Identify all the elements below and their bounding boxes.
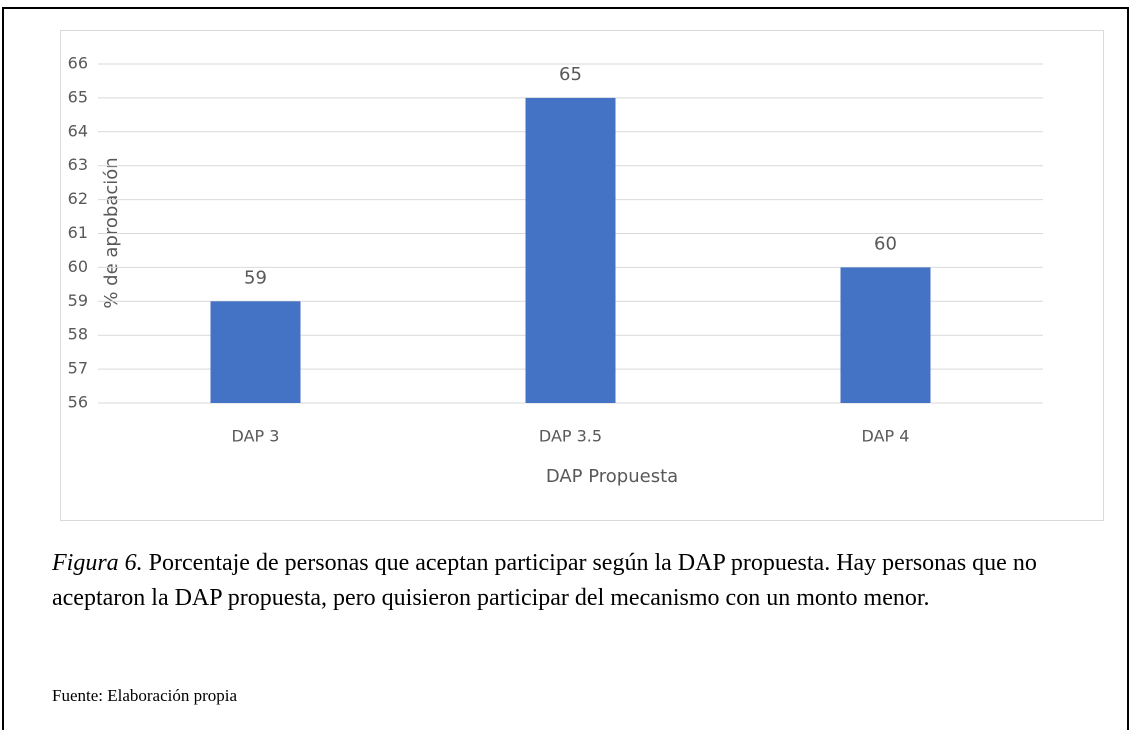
y-tick-label: 63 bbox=[68, 155, 88, 174]
chart: DAP Propuesta % de aprobación 5657585960… bbox=[60, 30, 1104, 521]
x-tick-label: DAP 3 bbox=[232, 427, 280, 446]
figure-frame bbox=[2, 7, 1129, 730]
y-tick-label: 60 bbox=[68, 257, 88, 276]
y-tick-label: 64 bbox=[68, 121, 88, 140]
y-tick-label: 65 bbox=[68, 87, 88, 106]
caption: Figura 6. Porcentaje de personas que ace… bbox=[52, 546, 1092, 616]
data-label: 59 bbox=[244, 267, 267, 288]
y-tick-label: 59 bbox=[68, 291, 88, 310]
y-tick-label: 56 bbox=[68, 393, 88, 412]
y-tick-label: 62 bbox=[68, 189, 88, 208]
y-tick-label: 57 bbox=[68, 359, 88, 378]
bar bbox=[840, 267, 931, 403]
caption-label: Figura 6. bbox=[52, 550, 143, 576]
x-axis-title: DAP Propuesta bbox=[546, 466, 678, 487]
bar bbox=[210, 301, 301, 403]
data-label: 60 bbox=[874, 233, 897, 254]
y-tick-label: 61 bbox=[68, 223, 88, 242]
data-label: 65 bbox=[559, 64, 582, 85]
x-tick-label: DAP 4 bbox=[862, 427, 910, 446]
x-tick-label: DAP 3.5 bbox=[539, 427, 602, 446]
y-tick-label: 66 bbox=[68, 54, 88, 73]
bar bbox=[525, 97, 616, 404]
y-tick-label: 58 bbox=[68, 325, 88, 344]
caption-text: Porcentaje de personas que aceptan parti… bbox=[52, 550, 1037, 611]
source: Fuente: Elaboración propia bbox=[52, 686, 238, 705]
